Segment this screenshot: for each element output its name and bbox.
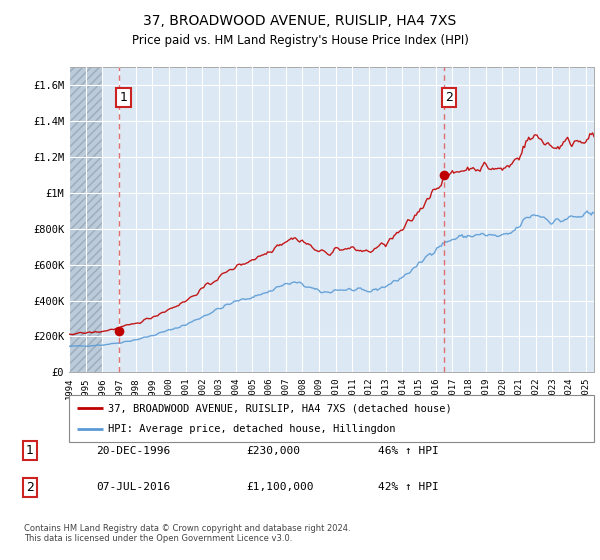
Text: HPI: Average price, detached house, Hillingdon: HPI: Average price, detached house, Hill… [109, 424, 396, 434]
Text: 37, BROADWOOD AVENUE, RUISLIP, HA4 7XS: 37, BROADWOOD AVENUE, RUISLIP, HA4 7XS [143, 14, 457, 28]
Text: 46% ↑ HPI: 46% ↑ HPI [378, 446, 439, 456]
Text: Price paid vs. HM Land Registry's House Price Index (HPI): Price paid vs. HM Land Registry's House … [131, 34, 469, 46]
Text: 42% ↑ HPI: 42% ↑ HPI [378, 482, 439, 492]
Bar [69, 67, 103, 372]
Text: Contains HM Land Registry data © Crown copyright and database right 2024.
This d: Contains HM Land Registry data © Crown c… [24, 524, 350, 543]
Text: 20-DEC-1996: 20-DEC-1996 [96, 446, 170, 456]
Text: 2: 2 [26, 480, 34, 494]
Text: £1,100,000: £1,100,000 [246, 482, 314, 492]
Text: 2: 2 [445, 91, 453, 104]
Text: 1: 1 [119, 91, 127, 104]
Text: 1: 1 [26, 444, 34, 458]
Text: £230,000: £230,000 [246, 446, 300, 456]
Bar [69, 67, 103, 372]
Text: 37, BROADWOOD AVENUE, RUISLIP, HA4 7XS (detached house): 37, BROADWOOD AVENUE, RUISLIP, HA4 7XS (… [109, 403, 452, 413]
Text: 07-JUL-2016: 07-JUL-2016 [96, 482, 170, 492]
